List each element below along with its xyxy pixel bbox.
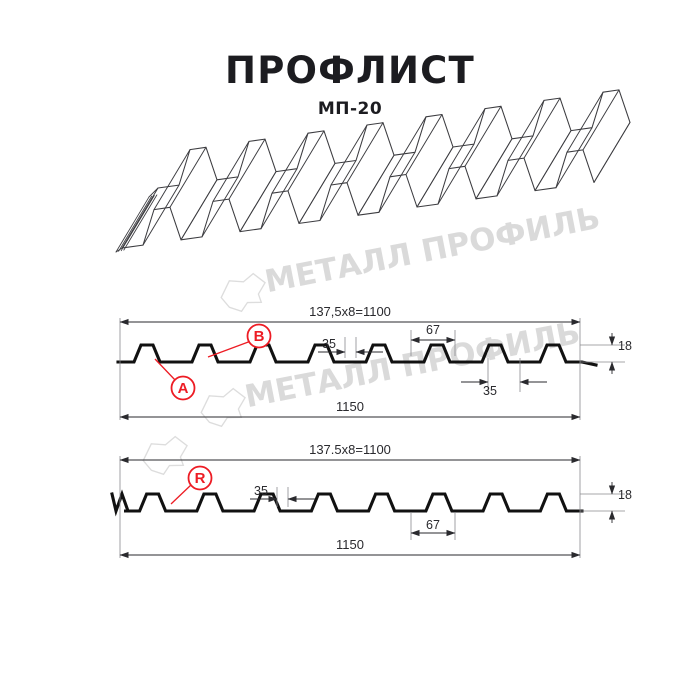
marker-r-label: R bbox=[195, 470, 206, 487]
section-view-bottom: 137.5x8=1100 35 67 18 1150 bbox=[110, 442, 632, 559]
dim-pitch-top-label: 67 bbox=[426, 323, 440, 337]
dim-flange-top-label: 35 bbox=[483, 384, 497, 398]
dim-pitch-bottom-label: 67 bbox=[426, 518, 440, 532]
profile-outline-bottom bbox=[110, 489, 584, 517]
profile-outline-top bbox=[116, 343, 598, 367]
marker-b: B bbox=[207, 323, 272, 358]
marker-a: A bbox=[154, 358, 196, 401]
section-view-top: 137,5x8=1100 35 67 35 18 1150 bbox=[116, 304, 632, 421]
page-title: ПРОФЛИСТ bbox=[225, 49, 475, 92]
dim-top-width-label-2: 137.5x8=1100 bbox=[309, 442, 391, 457]
dim-top-width-label: 137,5x8=1100 bbox=[309, 304, 391, 319]
marker-a-label: A bbox=[178, 380, 189, 397]
dim-bottom-width-label: 1150 bbox=[336, 399, 364, 414]
dim-bottom-width-label-2: 1150 bbox=[336, 537, 364, 552]
dim-height-top-label: 18 bbox=[618, 339, 632, 353]
marker-b-label: B bbox=[254, 328, 265, 345]
dim-height-bottom-label: 18 bbox=[618, 488, 632, 502]
dim-rib-bottom-label: 35 bbox=[254, 484, 268, 498]
isometric-sheet-view bbox=[115, 89, 631, 253]
title-block: ПРОФЛИСТ МП-20 bbox=[0, 52, 700, 118]
marker-r: R bbox=[170, 465, 213, 505]
model-subtitle: МП-20 bbox=[317, 99, 383, 119]
dim-rib-top-label: 35 bbox=[322, 337, 336, 351]
